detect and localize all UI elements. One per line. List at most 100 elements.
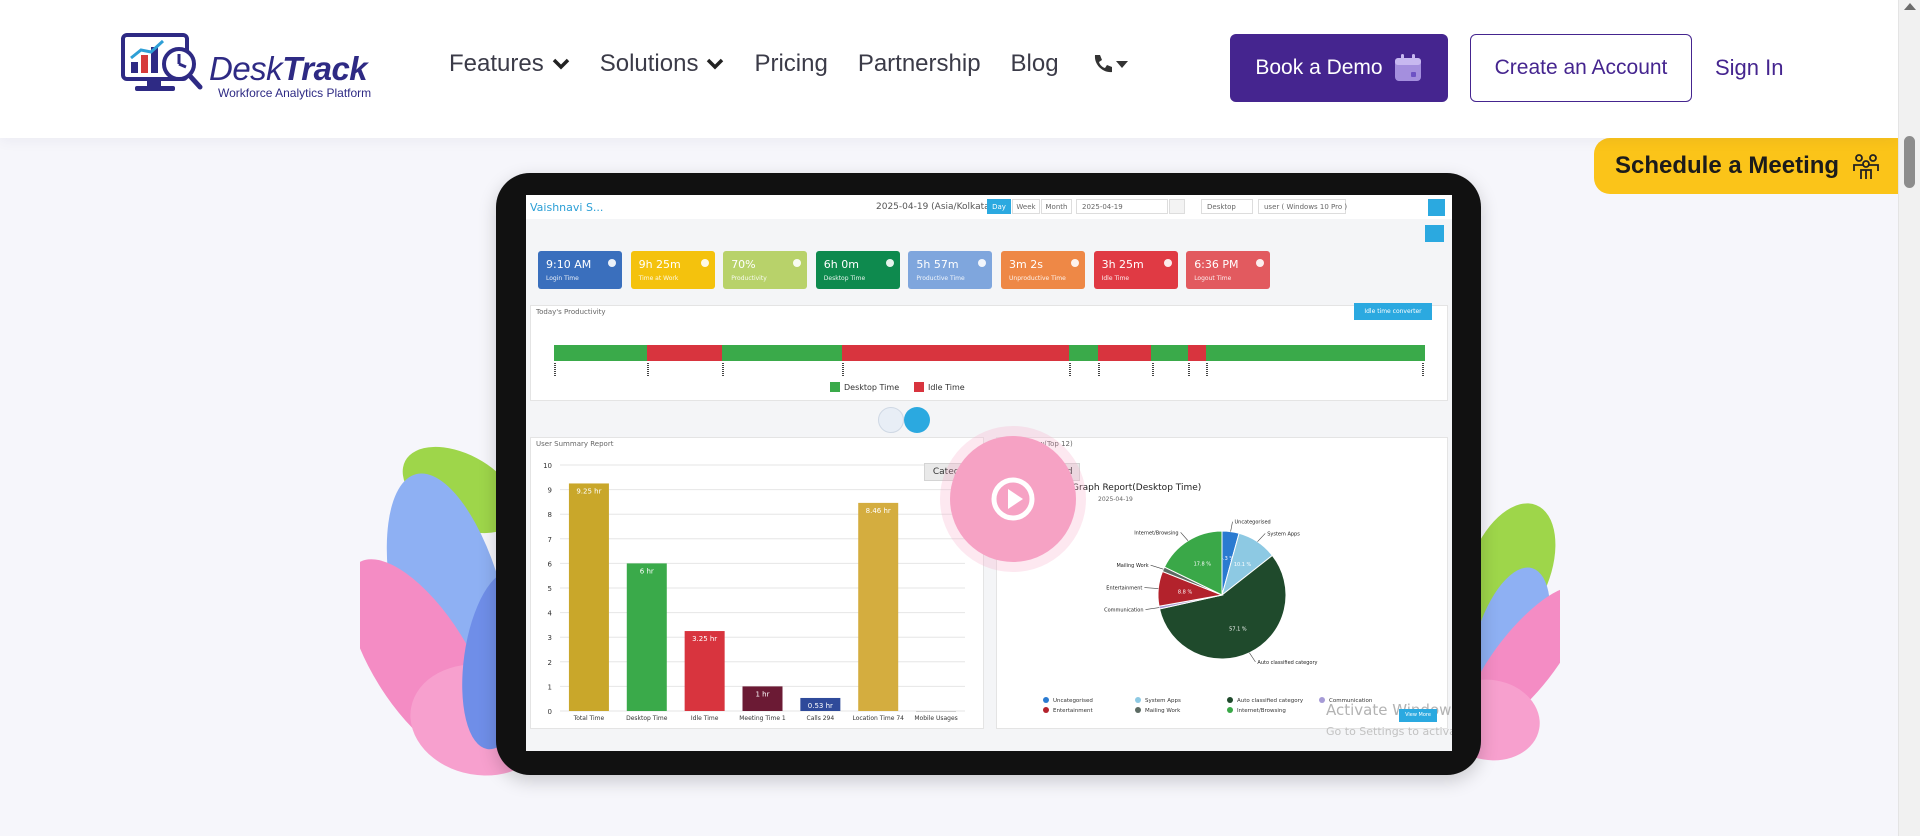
timeline-tick [554, 363, 556, 377]
view-chart-toggle[interactable] [904, 407, 930, 433]
info-icon[interactable] [700, 259, 709, 267]
bar [916, 711, 957, 712]
timeline-ticks [554, 363, 1425, 379]
legend-desktop: Desktop Time [830, 382, 899, 392]
y-tick-label: 6 [548, 560, 553, 568]
pie-leader-line [1230, 521, 1233, 532]
bar [626, 563, 667, 711]
pie-leader-line [1144, 587, 1159, 589]
bar [858, 502, 899, 711]
schedule-meeting-button[interactable]: Schedule a Meeting [1594, 138, 1898, 194]
bar-value-label: 8.46 hr [866, 507, 891, 515]
nav-features[interactable]: Features [449, 50, 570, 78]
stat-label: Productive Time [916, 275, 965, 282]
y-tick-label: 7 [548, 536, 552, 544]
timeline-tick [1098, 363, 1101, 377]
y-tick-label: 9 [548, 487, 552, 495]
legend-idle: Idle Time [914, 382, 965, 392]
legend-label: Internet/Browsing [1237, 708, 1286, 714]
stat-value: 9h 25m [638, 258, 681, 271]
bar-value-label: 1 hr [756, 690, 770, 698]
stat-card: 9h 25m Time at Work [630, 251, 715, 289]
phone-icon [1094, 55, 1112, 73]
desktrack-logo[interactable]: DeskTrack Workforce Analytics Platform [121, 30, 391, 106]
view-more-button[interactable]: View More [1399, 709, 1437, 722]
play-video-button[interactable] [950, 436, 1076, 562]
nav-pricing[interactable]: Pricing [754, 50, 828, 77]
info-icon[interactable] [885, 259, 894, 267]
info-icon[interactable] [1163, 259, 1172, 267]
legend-marker [1135, 697, 1141, 703]
legend-label: Entertainment [1053, 708, 1094, 714]
stat-card: 5h 57m Productive Time [908, 251, 993, 289]
page-scrollbar[interactable] [1898, 0, 1920, 836]
pie-leader-line [1150, 564, 1164, 570]
book-demo-button[interactable]: Book a Demo [1230, 34, 1448, 102]
info-icon[interactable] [1071, 259, 1079, 267]
timeline-tick [1422, 363, 1425, 377]
timeline-segment-idle [1098, 345, 1152, 361]
phone-dropdown[interactable] [1091, 53, 1129, 75]
device-select[interactable]: Desktop [1201, 199, 1253, 214]
y-tick-label: 10 [543, 462, 552, 470]
play-icon [991, 477, 1035, 521]
user-os-select[interactable]: user ( Windows 10 Pro ) [1258, 199, 1347, 214]
info-icon[interactable] [793, 259, 802, 267]
period-month[interactable]: Month [1041, 199, 1072, 214]
period-week[interactable]: Week [1012, 199, 1040, 214]
nav-partnership[interactable]: Partnership [857, 50, 981, 77]
legend-label: System Apps [1145, 698, 1181, 704]
filter-icon[interactable] [1428, 199, 1445, 216]
pie-slice [1163, 530, 1223, 596]
summary-bar-chart: 0 1 2 3 4 5 6 7 8 9 10 9.25 hr Total Time 6 hr Desktop… [543, 462, 965, 722]
stat-card: 9:10 AM Login Time [538, 251, 622, 289]
pie-date: 2025-04-19 [1098, 496, 1133, 503]
info-icon[interactable] [1256, 259, 1265, 267]
scroll-thumb[interactable] [1904, 136, 1915, 188]
x-tick-label: Desktop Time [626, 715, 668, 722]
calendar-mini-icon[interactable] [1169, 199, 1185, 214]
y-tick-label: 1 [548, 683, 552, 691]
legend-marker [1043, 707, 1049, 713]
pie-slice-label: 4.3 % [1220, 556, 1235, 562]
stat-label: Idle Time [1101, 275, 1130, 282]
legend-marker [1135, 707, 1141, 713]
caret-down-icon [1115, 61, 1128, 68]
nav-blog[interactable]: Blog [1010, 50, 1059, 77]
legend-marker [1227, 697, 1233, 703]
idle-converter-button[interactable]: Idle time converter [1354, 303, 1432, 320]
x-tick-label: Mobile Usages [914, 715, 957, 722]
timeline-tick [1151, 363, 1154, 377]
create-account-button[interactable]: Create an Account [1470, 34, 1692, 102]
pie-title: Category Graph Report(Desktop Time) [1028, 483, 1202, 493]
period-day[interactable]: Day [987, 199, 1011, 214]
view-table-toggle[interactable] [878, 407, 904, 433]
sign-in-link[interactable]: Sign In [1715, 55, 1784, 80]
x-tick-label: Location Time 74 [852, 715, 904, 722]
legend-label: Mailing Work [1145, 708, 1181, 714]
stat-value: 9:10 AM [546, 258, 592, 271]
stat-value: 6h 0m [823, 258, 859, 271]
employee-name[interactable]: Vaishnavi S... [530, 201, 604, 214]
download-icon[interactable] [1425, 225, 1444, 242]
calendar-icon [1394, 54, 1421, 81]
bar [568, 483, 609, 711]
stat-card: 6:36 PM Logout Time [1186, 251, 1271, 289]
scroll-up-arrow[interactable] [1904, 3, 1916, 10]
pie-category-label: System Apps [1267, 531, 1300, 537]
y-tick-label: 8 [548, 511, 552, 519]
legend-label: Uncategorised [1053, 698, 1093, 704]
date-input[interactable]: 2025-04-19 [1076, 199, 1168, 214]
info-icon[interactable] [978, 259, 987, 267]
info-icon[interactable] [608, 259, 616, 267]
stat-card: 70% Productivity [723, 251, 808, 289]
stat-card: 3m 2s Unproductive Time [1001, 251, 1085, 289]
timeline-tick [842, 363, 845, 377]
timeline-tick [1206, 363, 1209, 377]
bar-value-label: 9.25 hr [576, 487, 601, 495]
x-tick-label: Idle Time [691, 715, 719, 722]
summary-title: User Summary Report [536, 440, 614, 448]
nav-solutions[interactable]: Solutions [600, 50, 725, 78]
timeline-segment-desktop [1068, 345, 1099, 361]
stat-label: Logout Time [1194, 275, 1232, 282]
